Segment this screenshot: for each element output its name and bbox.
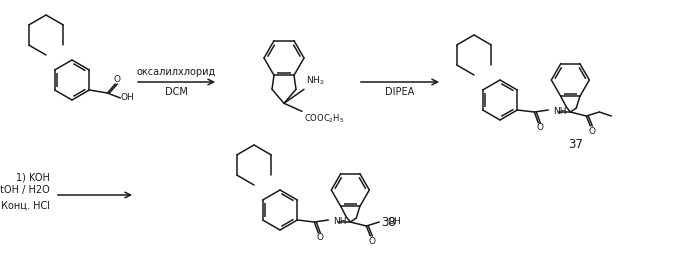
Text: O: O [537, 124, 544, 132]
Text: NH: NH [334, 217, 347, 227]
Text: O: O [317, 234, 324, 242]
Text: оксалилхлорид: оксалилхлорид [136, 67, 216, 77]
Text: DCM: DCM [165, 87, 188, 97]
Text: EtOH / H2O: EtOH / H2O [0, 185, 50, 195]
Text: OH: OH [387, 217, 401, 227]
Text: NH: NH [554, 107, 567, 117]
Text: 1) KOH: 1) KOH [16, 172, 50, 182]
Text: O: O [589, 127, 596, 135]
Text: COOC$_2$H$_5$: COOC$_2$H$_5$ [304, 112, 345, 125]
Text: DIPEA: DIPEA [385, 87, 415, 97]
Text: 2) Конц. HCl: 2) Конц. HCl [0, 200, 50, 210]
Text: O: O [369, 237, 376, 245]
Text: OH: OH [121, 94, 134, 102]
Text: 37: 37 [568, 137, 583, 150]
Text: NH$_2$: NH$_2$ [306, 75, 325, 87]
Text: 38: 38 [381, 216, 396, 229]
Text: O: O [114, 76, 121, 84]
